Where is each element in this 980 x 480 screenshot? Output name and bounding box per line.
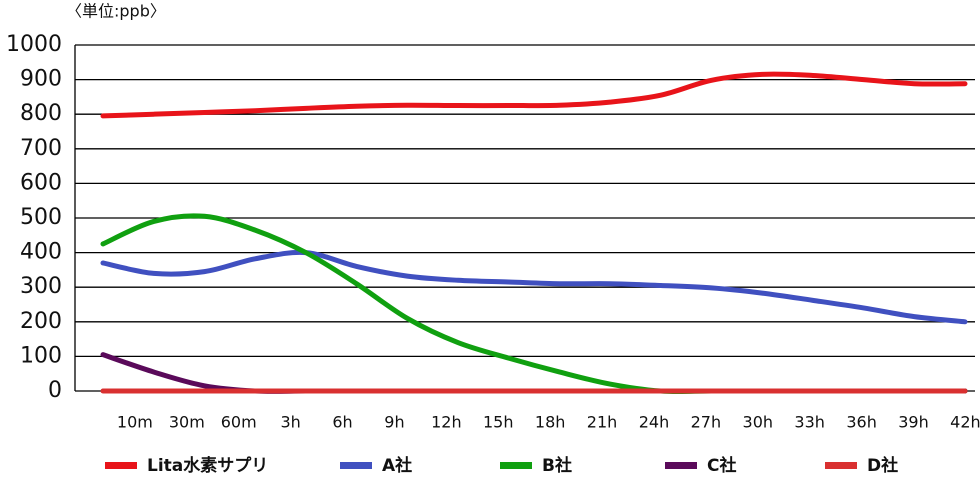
series-line [100, 249, 968, 325]
y-tick-label: 400 [20, 240, 62, 265]
x-tick-label: 30m [169, 413, 205, 432]
x-tick-label: 10m [117, 413, 153, 432]
legend-label: B社 [542, 455, 572, 476]
unit-label: 〈単位:ppb〉 [66, 2, 166, 21]
x-tick-label: 42h [950, 413, 980, 432]
x-tick-label: 30h [743, 413, 774, 432]
x-tick-label: 24h [639, 413, 670, 432]
legend-swatch [105, 462, 137, 469]
x-tick-label: 18h [535, 413, 566, 432]
x-tick-label: 39h [898, 413, 929, 432]
x-tick-label: 27h [691, 413, 722, 432]
legend-label: D社 [867, 455, 898, 476]
legend-label: A社 [382, 455, 412, 476]
x-tick-label: 60m [221, 413, 257, 432]
legend-label: Lita水素サプリ [147, 455, 268, 476]
y-tick-label: 300 [20, 274, 62, 299]
legend-swatch [665, 462, 697, 469]
x-tick-label: 33h [794, 413, 825, 432]
y-tick-label: 700 [20, 136, 62, 161]
x-tick-label: 9h [384, 413, 404, 432]
x-tick-label: 36h [846, 413, 877, 432]
y-tick-label: 500 [20, 205, 62, 230]
y-tick-label: 900 [20, 67, 62, 92]
series-line [100, 352, 968, 394]
y-tick-label: 100 [20, 343, 62, 368]
y-tick-label: 0 [48, 378, 62, 403]
legend-swatch [500, 462, 532, 469]
x-tick-label: 12h [431, 413, 462, 432]
y-tick-label: 1000 [6, 32, 62, 57]
x-tick-label: 21h [587, 413, 618, 432]
x-tick-label: 15h [483, 413, 514, 432]
x-tick-label: 6h [332, 413, 352, 432]
series-line [100, 71, 968, 119]
legend-swatch [340, 462, 372, 469]
y-tick-label: 200 [20, 309, 62, 334]
legend-swatch [825, 462, 857, 469]
x-tick-label: 3h [280, 413, 300, 432]
legend-label: C社 [707, 455, 736, 476]
y-tick-label: 600 [20, 170, 62, 195]
y-tick-label: 800 [20, 101, 62, 126]
